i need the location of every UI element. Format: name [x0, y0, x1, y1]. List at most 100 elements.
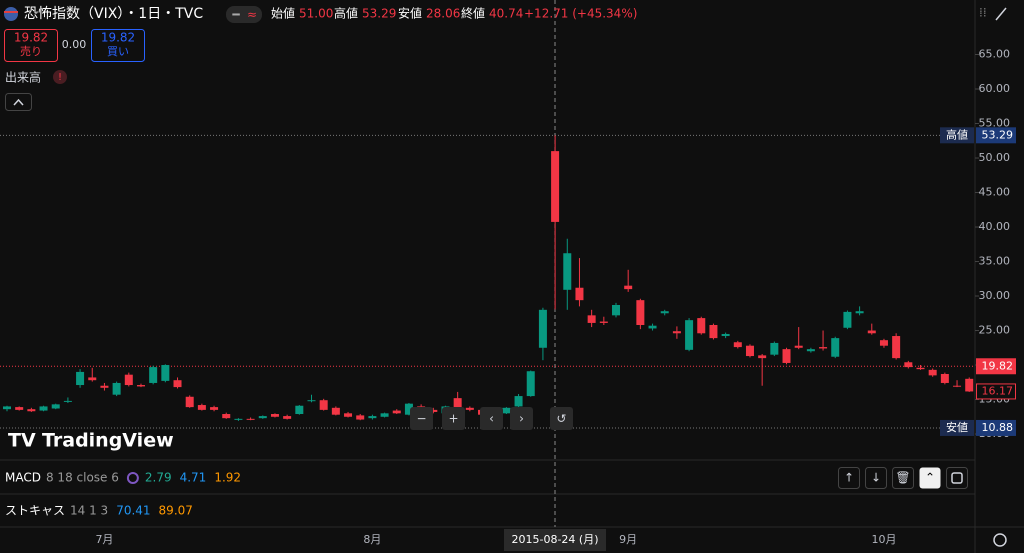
candle-body: [806, 349, 815, 352]
candle-body: [136, 385, 145, 387]
candle-body: [867, 330, 876, 334]
candle-body: [892, 336, 901, 359]
reset-icon: ↺: [556, 412, 566, 426]
ohlc-label: 安値: [398, 6, 422, 21]
current-price-box: [976, 358, 1016, 375]
y-tick-label: 25.00: [979, 324, 1011, 337]
candle-body: [965, 378, 974, 392]
toggle-icon: ━: [231, 8, 240, 22]
buy-button[interactable]: [91, 29, 145, 62]
indicator-value: 89.07: [159, 504, 193, 518]
last-close: 16.17: [982, 384, 1014, 397]
scroll-left[interactable]: [480, 407, 503, 430]
scroll-right-icon: ›: [519, 412, 524, 426]
candle-body: [575, 287, 584, 301]
candle-body: [843, 311, 852, 328]
indicator-value: 2.79: [145, 471, 172, 485]
move-down[interactable]: [865, 467, 887, 489]
y-tick-label: 35.00: [979, 255, 1011, 268]
candle-body: [124, 374, 133, 386]
candle-body: [307, 400, 316, 402]
candle-body: [100, 385, 109, 388]
crosshair-x-label: 2015-08-24 (月): [511, 533, 598, 546]
maximize-icon: [951, 472, 963, 484]
collapse-button[interactable]: [5, 93, 32, 111]
zoom-in[interactable]: [442, 407, 465, 430]
zoom-in-icon: +: [448, 412, 458, 426]
candle-body: [636, 300, 645, 325]
drag-handle[interactable]: ⁞⁞: [979, 6, 987, 20]
y-tick-label: 65.00: [979, 48, 1011, 61]
candle-body: [429, 409, 438, 412]
candle-body: [246, 418, 255, 420]
candle-body: [404, 403, 413, 415]
candle-body: [210, 407, 219, 410]
candle-body: [380, 413, 389, 417]
candle-body: [612, 304, 620, 316]
zoom-out[interactable]: [410, 407, 433, 430]
price-value: 53.29: [982, 128, 1014, 141]
logo-icon: 𝗧𝗩: [8, 430, 36, 452]
ohlc-label: 始値: [271, 6, 295, 21]
delete[interactable]: [892, 467, 914, 489]
candle-body: [295, 405, 304, 415]
price-tag-label: 安値: [946, 420, 968, 434]
volume-label[interactable]: 出来高: [5, 70, 41, 85]
collapse-icon: [13, 98, 24, 106]
y-tick-label: 30.00: [979, 289, 1011, 302]
x-tick-label: 7月: [95, 533, 113, 546]
reset[interactable]: [550, 407, 573, 430]
indicator-params: 14 1 3: [70, 504, 108, 518]
toggle-icon: ≈: [247, 8, 257, 22]
candle-body: [185, 396, 194, 408]
candle-body: [283, 416, 292, 419]
candle-body: [88, 377, 97, 381]
buy-price: 19.82: [101, 31, 135, 45]
price-tag: [940, 127, 974, 144]
price-tag-label: 高値: [946, 127, 968, 141]
delete-icon: 🗑: [895, 471, 910, 485]
candle-body: [161, 365, 170, 381]
ohlc-value: 51.00: [299, 7, 333, 21]
x-tick-label: 8月: [363, 533, 381, 546]
y-tick-label: 60.00: [979, 82, 1011, 95]
candle-body: [733, 342, 742, 348]
sell-button[interactable]: [4, 29, 58, 62]
move-up[interactable]: [838, 467, 860, 489]
candle-body: [63, 400, 72, 402]
candle-body: [770, 342, 779, 355]
candle-body: [258, 416, 267, 419]
last-close-box: [976, 383, 1016, 400]
candle-body: [392, 410, 401, 414]
collapse-pane[interactable]: [919, 467, 941, 489]
candle-body: [879, 340, 888, 346]
candle-body: [526, 371, 535, 397]
price-box: [976, 419, 1016, 436]
ohlc-value: 28.06: [426, 7, 460, 21]
expand-icon[interactable]: [995, 7, 1007, 21]
indicator-value: 70.41: [116, 504, 150, 518]
x-tick-label: 10月: [871, 533, 896, 546]
price-box: [976, 127, 1016, 144]
indicator-params: 8 18 close 6: [46, 471, 119, 485]
ohlc-value: 53.29: [362, 7, 396, 21]
symbol[interactable]: 恐怖指数（VIX）・1日・TVC: [24, 5, 203, 22]
candle-body: [831, 338, 840, 357]
candle-body: [672, 331, 681, 334]
settings[interactable]: [993, 533, 1007, 547]
candle-body: [356, 415, 365, 420]
crosshair-x-box: [504, 529, 606, 551]
candle-body: [599, 321, 608, 323]
collapse-pane-icon: ⌃: [925, 471, 935, 485]
candle-body: [3, 406, 11, 410]
candle-body: [648, 325, 657, 329]
flag-stripe: [4, 11, 18, 13]
indicator-name: ストキャス: [5, 504, 65, 518]
maximize-pane[interactable]: [946, 467, 968, 489]
toggle[interactable]: [226, 6, 262, 23]
candle-body: [587, 315, 596, 323]
scroll-right[interactable]: [510, 407, 533, 430]
candle-body: [112, 382, 121, 395]
warning-icon[interactable]: [53, 70, 67, 84]
